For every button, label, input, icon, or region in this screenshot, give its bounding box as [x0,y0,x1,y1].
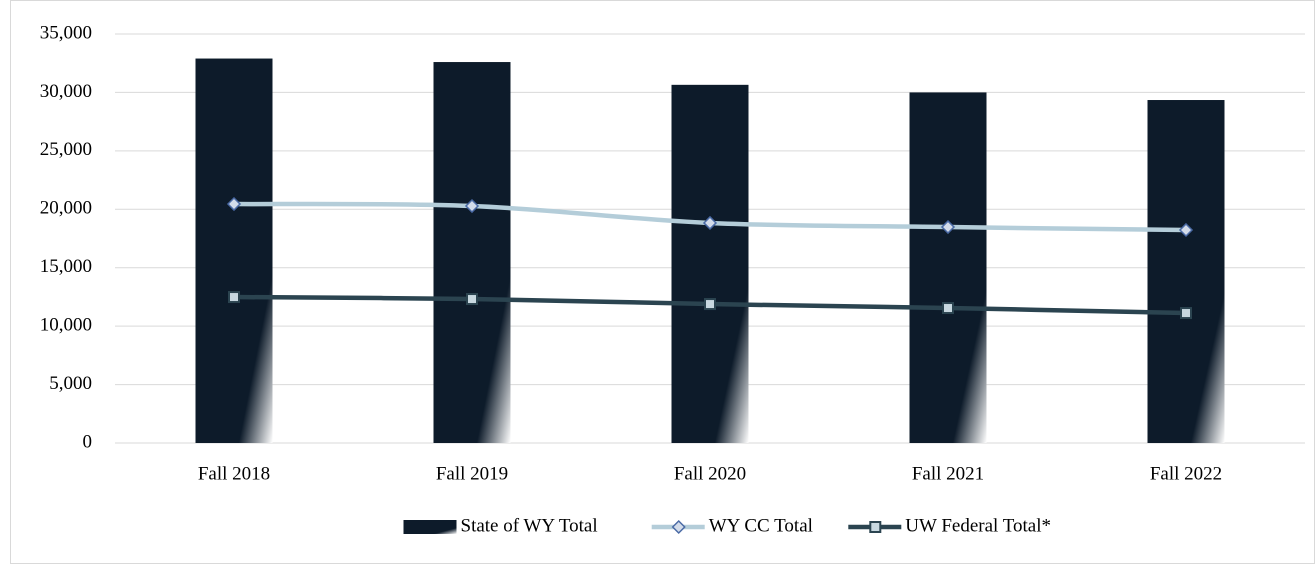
x-tick-label: Fall 2020 [674,463,746,484]
marker [1178,222,1194,238]
y-tick-label: 30,000 [40,81,92,102]
marker [940,219,956,235]
y-tick-label: 20,000 [40,198,92,219]
legend-label: UW Federal Total* [905,515,1051,536]
marker [464,198,480,214]
x-tick-label: Fall 2019 [436,463,508,484]
bar [433,62,511,443]
bar [671,84,749,443]
marker [671,519,686,535]
y-tick-label: 25,000 [40,139,92,160]
y-tick-label: 0 [83,431,93,452]
y-tick-label: 35,000 [40,22,92,43]
legend-swatch [403,520,457,534]
x-tick-label: Fall 2021 [912,463,984,484]
legend-label: WY CC Total [709,515,813,536]
marker [704,298,716,311]
y-tick-label: 10,000 [40,315,92,336]
marker [869,521,882,533]
marker [702,215,718,231]
bar [195,58,273,443]
x-tick-label: Fall 2022 [1150,463,1222,484]
bar [1147,100,1225,443]
bar [909,92,987,443]
y-tick-label: 15,000 [40,256,92,277]
y-tick-label: 5,000 [49,373,92,394]
legend-label: State of WY Total [461,515,598,536]
marker [466,293,478,306]
x-tick-label: Fall 2018 [198,463,270,484]
marker [942,302,954,315]
chart-frame [10,0,1315,564]
marker [228,291,240,304]
marker [1180,307,1192,320]
marker [226,196,242,212]
